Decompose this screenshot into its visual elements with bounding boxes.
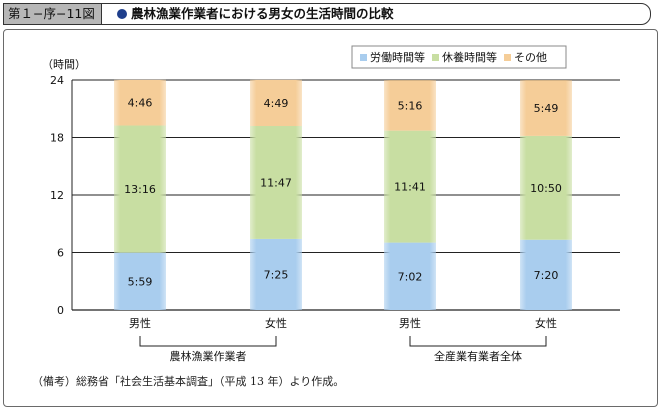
data-label: 7:02 [398, 270, 423, 283]
data-label: 5:59 [128, 275, 153, 288]
y-tick-label: 6 [57, 247, 64, 260]
bar-segment-work [384, 242, 436, 310]
bar-segment-rest [250, 126, 302, 239]
bar-segment-other [250, 79, 302, 126]
y-tick-label: 18 [50, 132, 64, 145]
group-label: 農林漁業作業者 [170, 349, 247, 363]
figure-title: 農林漁業作業者における男女の生活時間の比較 [131, 6, 394, 21]
x-category-label: 女性 [535, 316, 557, 330]
y-tick-label: 24 [50, 74, 64, 87]
y-tick-label: 12 [50, 189, 64, 202]
legend-box [351, 45, 567, 69]
group-label: 全産業有業者全体 [434, 349, 522, 363]
data-label: 5:49 [534, 102, 559, 115]
group-bracket [139, 336, 277, 347]
legend-label: 労働時間等 [370, 50, 425, 64]
title-bar: 第１−序−11図 農林漁業作業者における男女の生活時間の比較 [3, 3, 651, 25]
bar-segment-other [114, 79, 166, 126]
data-label: 7:25 [264, 268, 289, 281]
source-note: （備考）総務省「社会生活基本調査」（平成 13 年）より作成。 [32, 375, 345, 388]
bullet-icon [117, 9, 127, 19]
bar-segment-other [384, 80, 436, 131]
legend-label: その他 [514, 51, 547, 64]
data-label: 4:46 [128, 97, 153, 110]
legend-swatch [432, 54, 439, 61]
x-category-label: 男性 [399, 316, 421, 330]
data-label: 11:47 [260, 176, 292, 189]
bar-segment-work [520, 239, 572, 310]
bar-segment-work [114, 252, 166, 310]
data-label: 4:49 [264, 97, 289, 110]
data-label: 7:20 [534, 269, 559, 282]
data-label: 11:41 [394, 181, 426, 194]
bar-segment-rest [520, 135, 572, 240]
data-label: 13:16 [124, 183, 156, 196]
bar-segment-other [520, 80, 572, 136]
x-category-label: 女性 [265, 316, 287, 330]
y-tick-label: 0 [57, 304, 64, 317]
legend-swatch [360, 54, 367, 61]
bar-segment-work [250, 238, 302, 310]
group-bracket [409, 336, 547, 347]
bar-segment-rest [114, 125, 166, 253]
legend-swatch [504, 54, 511, 61]
figure-number: 第１−序−11図 [4, 4, 102, 24]
y-axis-label: （時間） [42, 58, 86, 71]
legend-label: 休養時間等 [442, 50, 497, 64]
bar-segment-rest [384, 130, 436, 243]
data-label: 5:16 [398, 99, 423, 112]
x-category-label: 男性 [129, 316, 151, 330]
data-label: 10:50 [530, 182, 562, 195]
